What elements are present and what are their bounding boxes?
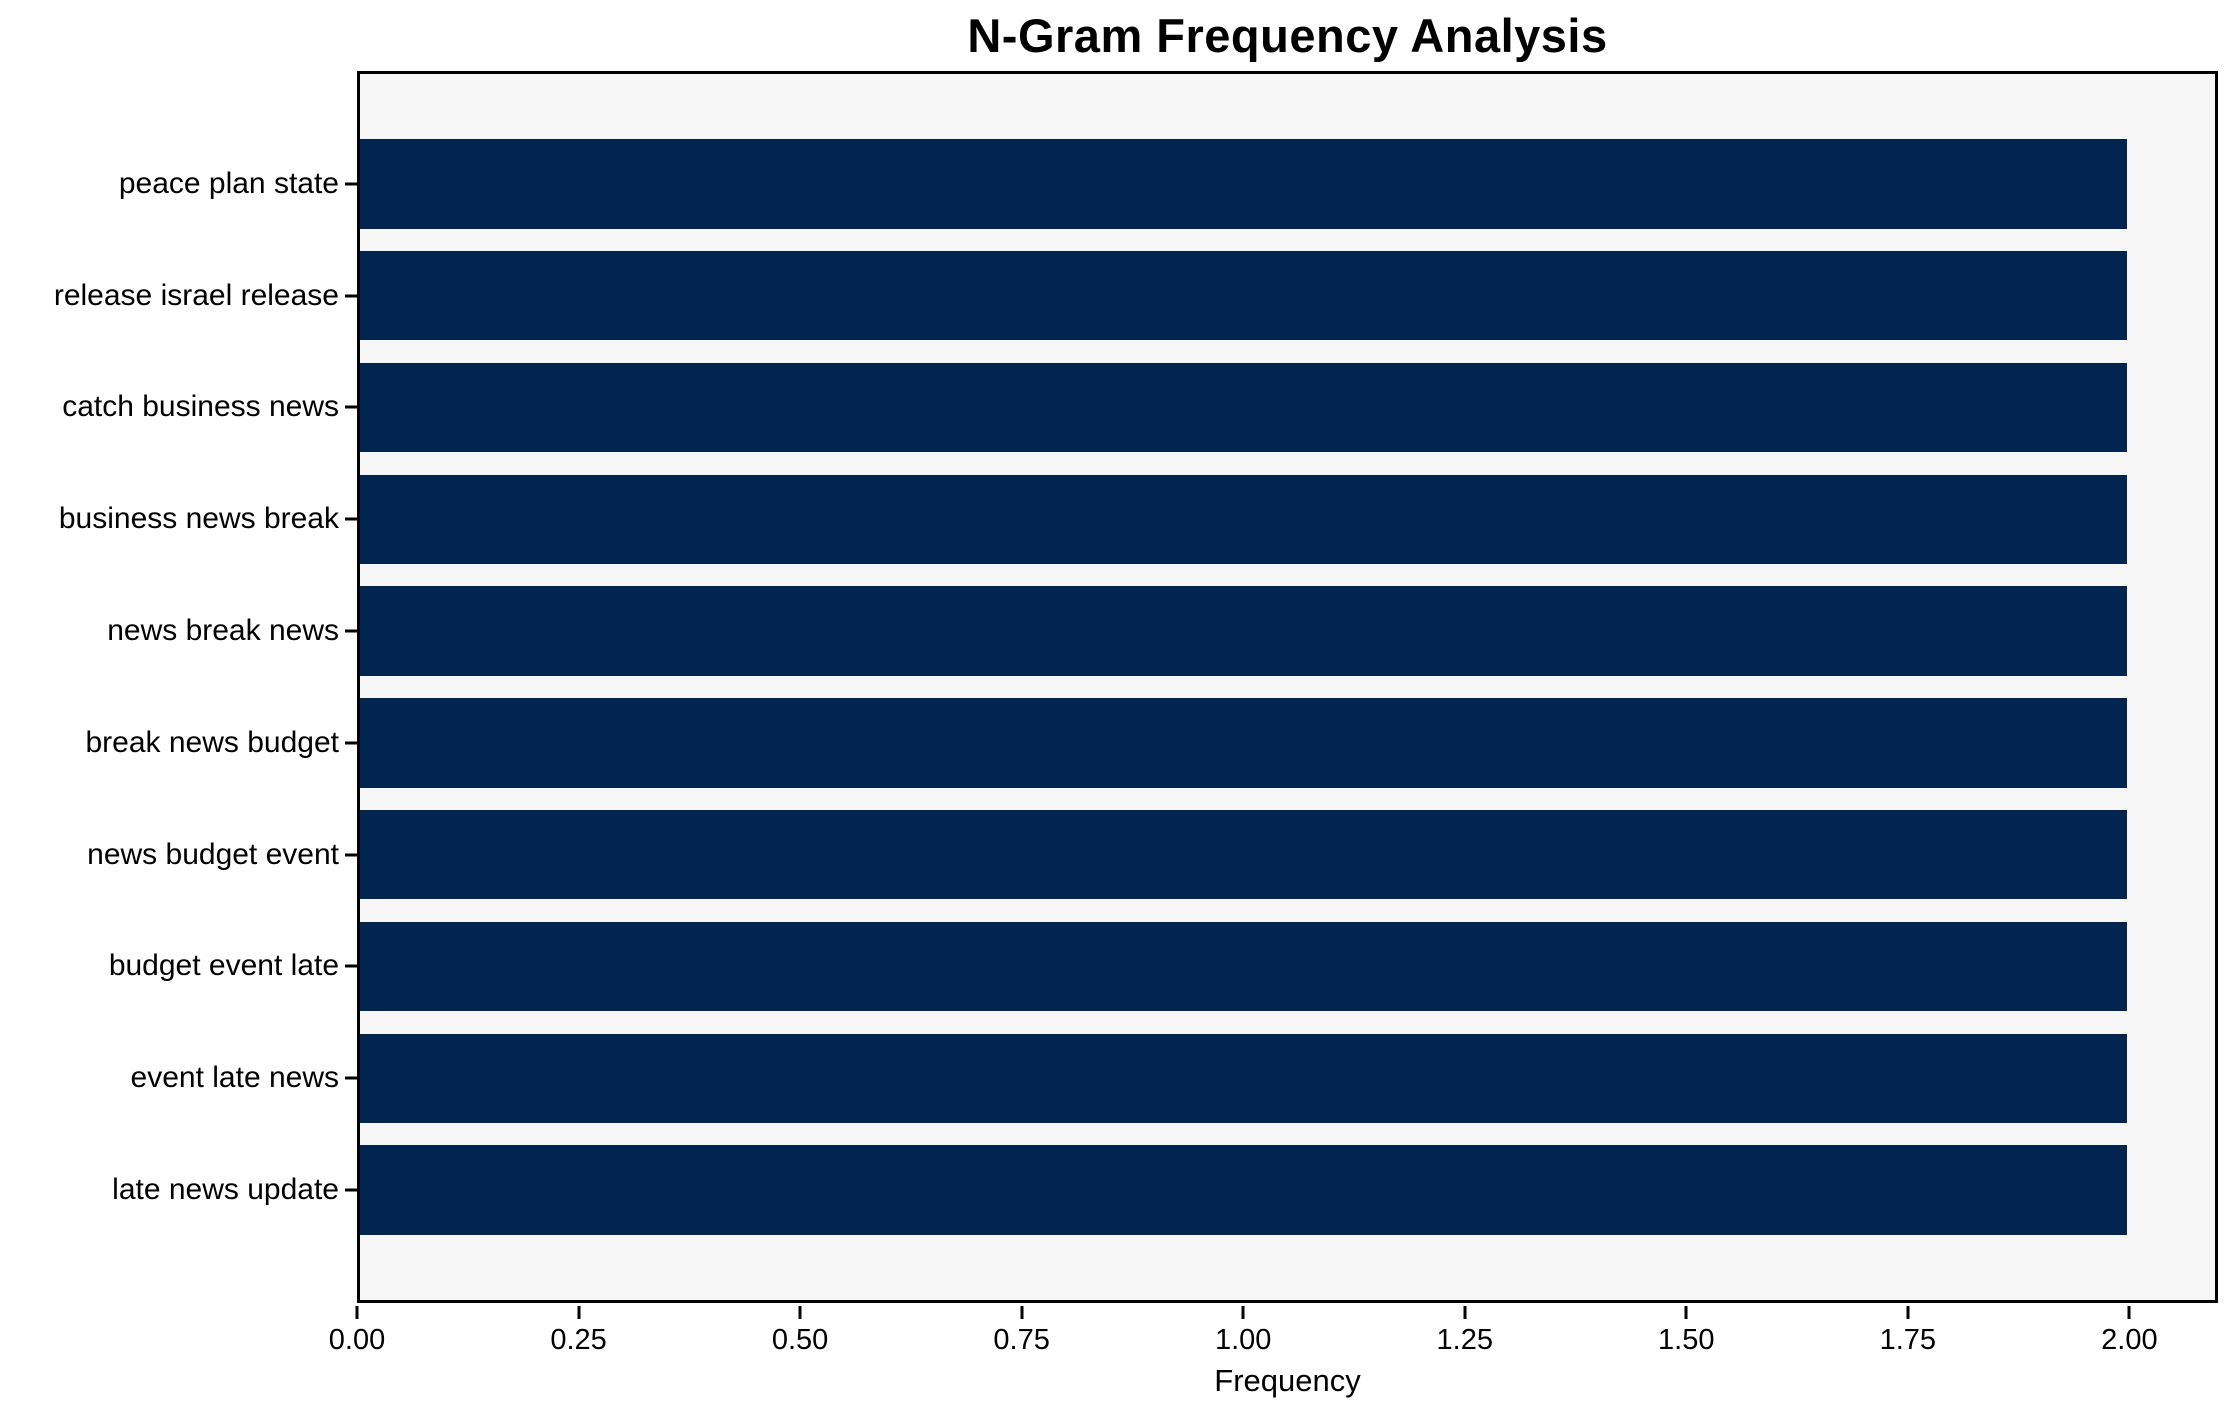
bar-row: business news break: [59, 463, 2215, 575]
y-tick-label: catch business news: [62, 390, 339, 424]
x-tick-mark: [1684, 1306, 1688, 1319]
x-tick-mark: [1241, 1306, 1245, 1319]
x-tick-label: 1.25: [1436, 1324, 1493, 1356]
y-tick-mark: [345, 964, 357, 968]
x-axis: 0.00 0.25 0.50 0.75 1.00 1.25 1.50 1.75 2.00: [329, 1306, 2218, 1414]
y-tick-mark: [345, 1188, 357, 1192]
bar-row: news break news: [107, 575, 2215, 687]
x-tick-label: 0.00: [328, 1324, 386, 1356]
y-tick-mark: [345, 741, 357, 745]
x-tick-label: 0.75: [993, 1324, 1050, 1356]
x-tick-label: 0.25: [550, 1324, 607, 1356]
x-tick-mark: [577, 1306, 581, 1319]
x-tick-mark: [798, 1306, 802, 1319]
bar-row: budget event late: [109, 911, 2215, 1023]
y-tick-label: news break news: [107, 614, 339, 648]
x-tick-mark: [1463, 1306, 1467, 1319]
bar: [360, 809, 2127, 900]
bar-row: news budget event: [87, 799, 2215, 911]
bar: [360, 250, 2127, 341]
y-tick-mark: [345, 629, 357, 633]
x-tick-mark: [1906, 1306, 1910, 1319]
x-tick-mark: [355, 1306, 359, 1319]
y-tick-label: release israel release: [53, 278, 339, 312]
y-tick-mark: [345, 405, 357, 409]
bar: [360, 1145, 2127, 1235]
y-tick-mark: [345, 517, 357, 521]
bar-row: event late news: [131, 1022, 2215, 1134]
bar: [360, 698, 2127, 788]
bar-row: break news budget: [85, 687, 2215, 799]
bar-row: catch business news: [62, 352, 2215, 464]
bar: [360, 474, 2127, 564]
bar-row: release israel release: [54, 240, 2215, 352]
x-axis-label: Frequency: [1214, 1363, 1361, 1398]
x-tick-label: 2.00: [2101, 1324, 2158, 1356]
y-tick-mark: [345, 853, 357, 857]
bar: [360, 362, 2127, 453]
y-tick-label: budget event late: [108, 949, 339, 983]
bar-row: late news update: [112, 1134, 2215, 1246]
bar: [360, 921, 2127, 1012]
y-tick-label: break news budget: [85, 725, 339, 759]
y-tick-label: peace plan state: [118, 166, 339, 200]
y-tick-label: event late news: [130, 1061, 339, 1095]
chart-title: N-Gram Frequency Analysis: [967, 9, 1608, 62]
y-tick-label: news budget event: [87, 837, 339, 871]
y-tick-label: late news update: [112, 1173, 339, 1207]
y-tick-mark: [345, 182, 357, 186]
bars-container: peace plan state release israel release ca…: [54, 74, 2215, 1300]
y-tick-mark: [345, 1076, 357, 1080]
x-tick-label: 1.75: [1879, 1324, 1937, 1356]
bar: [360, 586, 2127, 676]
y-tick-label: business news break: [58, 502, 339, 536]
x-tick-label: 0.50: [771, 1324, 829, 1356]
plot-area: peace plan state release israel release ca…: [54, 71, 2218, 1303]
bar-row: peace plan state: [119, 128, 2215, 240]
y-tick-mark: [345, 294, 357, 298]
bar: [360, 1033, 2127, 1123]
bar: [360, 139, 2127, 229]
x-tick-mark: [2127, 1306, 2131, 1319]
x-tick-label: 1.50: [1658, 1324, 1715, 1356]
x-tick-label: 1.00: [1214, 1324, 1272, 1356]
x-tick-mark: [1020, 1306, 1024, 1319]
